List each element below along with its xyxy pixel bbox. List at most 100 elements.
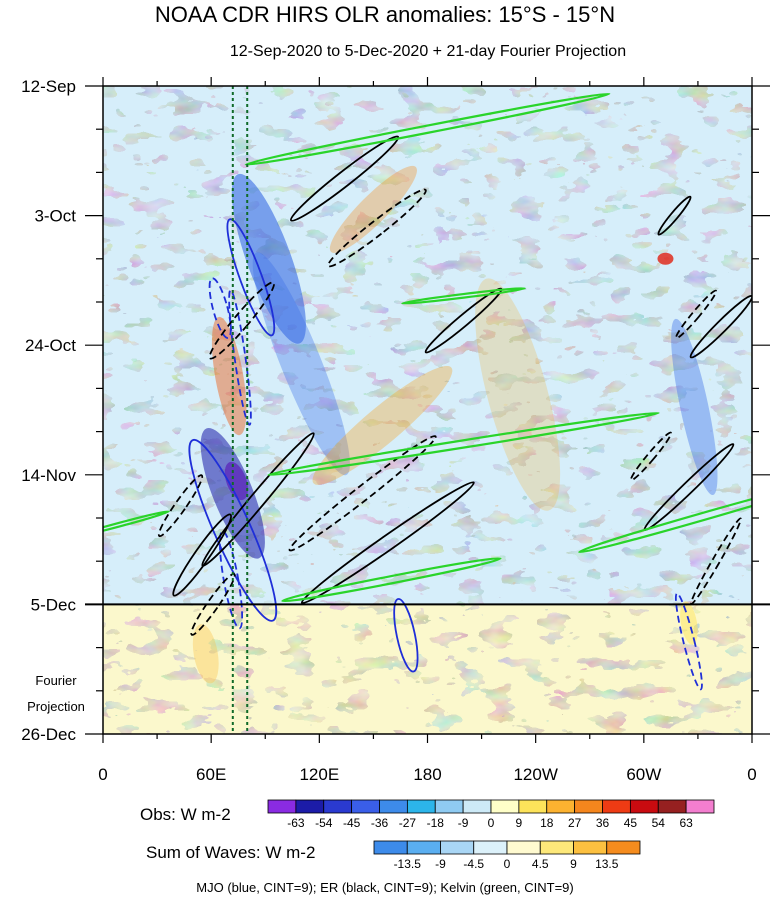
obs-cbar-level-3: -45 [343, 816, 361, 830]
anomaly-blob-1 [231, 173, 306, 344]
obs-cbar-swatch-14 [629, 799, 659, 814]
projection-field [103, 604, 752, 734]
x-tick-label-3: 180 [413, 765, 441, 784]
projection-label-line1: Fourier [35, 673, 77, 688]
cool-anomaly-texture [103, 86, 752, 605]
obs-cbar-level-1: -63 [287, 816, 305, 830]
axis-ticks [85, 77, 770, 743]
obs-cbar-level-14: 54 [652, 816, 666, 830]
x-tick-label-4: 120W [513, 765, 557, 784]
anomaly-blob-10 [475, 278, 561, 511]
waves-colorbar-label: Sum of Waves: W m-2 [146, 843, 315, 862]
obs-cbar-level-9: 9 [516, 816, 523, 830]
obs-cbar-swatch-12 [574, 799, 603, 814]
waves-cbar-level-1: -13.5 [394, 857, 422, 871]
waves-cbar-swatch-2 [406, 840, 441, 855]
wave-contours [103, 92, 752, 691]
obs-cbar-level-6: -18 [427, 816, 445, 830]
anomaly-blob-11 [192, 624, 219, 684]
y-tick-labels: 12-Sep 3-Oct 24-Oct 14-Nov 5-Dec 26-Dec [21, 77, 76, 744]
mjo-contour-4 [188, 438, 278, 622]
waves-cbar-swatch-5 [506, 840, 541, 855]
obs-cbar-level-7: -9 [458, 816, 469, 830]
x-tick-labels: 0 60E 120E 180 120W 60W 0 [98, 765, 756, 784]
y-tick-label-1: 3-Oct [34, 207, 76, 226]
er-contour-4 [657, 195, 692, 236]
waves-cbar-swatch-1 [373, 840, 408, 855]
y-tick-label-3: 14-Nov [21, 466, 76, 485]
kelvin-contour-4 [281, 557, 502, 603]
y-tick-label-5: 26-Dec [21, 725, 76, 744]
obs-cbar-swatch-16 [685, 799, 715, 814]
waves-cbar-level-7: 13.5 [595, 857, 619, 871]
x-tick-label-0: 0 [98, 765, 107, 784]
anomaly-blob-6 [312, 365, 453, 485]
obs-cbar-swatch-11 [546, 799, 576, 814]
mjo-contour-7 [674, 592, 703, 691]
waves-cbar-swatch-6 [539, 840, 574, 855]
waves-cbar-swatch-3 [440, 840, 475, 855]
obs-cbar-level-5: -27 [399, 816, 417, 830]
er-contour-12 [630, 431, 672, 481]
kelvin-contour-3 [578, 482, 752, 554]
obs-cbar-swatch-3 [323, 799, 353, 814]
anomaly-blob-5 [252, 252, 350, 476]
obs-cbar-swatch-4 [351, 799, 380, 814]
obs-colorbar: -63 -54 -45 -36 -27 -18 -9 0 9 18 27 36 45 54 63 [267, 799, 715, 830]
obs-cbar-swatch-10 [518, 799, 548, 814]
reference-longitudes [231, 86, 249, 734]
anomaly-blob-9 [671, 318, 718, 495]
projection-label-line2: Projection [27, 699, 85, 714]
er-contour-10 [300, 481, 475, 605]
er-contour-9 [288, 435, 437, 552]
waves-cbar-level-2: -9 [435, 857, 446, 871]
waves-cbar-swatch-8 [606, 840, 641, 855]
obs-cbar-level-12: 36 [596, 816, 610, 830]
x-tick-label-2: 120E [299, 765, 339, 784]
obs-cbar-level-4: -36 [371, 816, 389, 830]
kelvin-contour-6 [103, 510, 170, 539]
obs-colorbar-label: Obs: W m-2 [140, 805, 231, 824]
waves-cbar-level-6: 9 [570, 857, 577, 871]
waves-cbar-level-3: -4.5 [463, 857, 484, 871]
chart-subtitle: 12-Sep-2020 to 5-Dec-2020 + 21-day Fouri… [230, 43, 626, 60]
er-contour-5 [675, 289, 718, 339]
er-contour-16 [190, 573, 236, 636]
anomaly-blobs [192, 165, 718, 684]
mjo-contour-3 [228, 289, 252, 426]
waves-cbar-swatch-7 [573, 840, 608, 855]
kelvin-contour-1 [244, 92, 611, 166]
kelvin-contour-2 [267, 411, 660, 477]
obs-cbar-swatch-15 [657, 799, 687, 814]
plot-area [103, 86, 752, 734]
er-contour-1 [289, 135, 400, 222]
y-tick-label-0: 12-Sep [21, 77, 76, 96]
mjo-contour-1 [226, 218, 276, 337]
obs-cbar-level-13: 45 [624, 816, 638, 830]
obs-cbar-swatch-5 [379, 799, 408, 814]
obs-cbar-level-15: 63 [679, 816, 693, 830]
x-tick-label-5: 60W [626, 765, 661, 784]
anomaly-blob-4 [211, 316, 247, 436]
waves-cbar-swatch-4 [473, 840, 508, 855]
y-tick-label-2: 24-Oct [25, 336, 76, 355]
anomaly-blob-8 [657, 252, 674, 265]
obs-cbar-swatch-2 [295, 799, 325, 814]
x-tick-label-1: 60E [196, 765, 226, 784]
x-tick-label-6: 0 [747, 765, 756, 784]
y-tick-label-4: 5-Dec [31, 595, 77, 614]
obs-cbar-swatch-13 [602, 799, 631, 814]
waves-cbar-level-5: 4.5 [532, 857, 549, 871]
waves-colorbar: -13.5 -9 -4.5 0 4.5 9 13.5 [373, 840, 641, 871]
mjo-contour-2 [208, 277, 232, 339]
obs-cbar-swatch-9 [490, 799, 520, 814]
obs-cbar-swatch-7 [434, 799, 464, 814]
obs-cbar-level-2: -54 [315, 816, 333, 830]
er-contour-2 [327, 188, 427, 268]
mjo-contour-6 [393, 598, 419, 673]
anomaly-blob-3 [224, 461, 249, 501]
chart-title: NOAA CDR HIRS OLR anomalies: 15°S - 15°N [155, 2, 615, 27]
obs-cbar-swatch-1 [267, 799, 297, 814]
er-contour-15 [172, 513, 232, 597]
